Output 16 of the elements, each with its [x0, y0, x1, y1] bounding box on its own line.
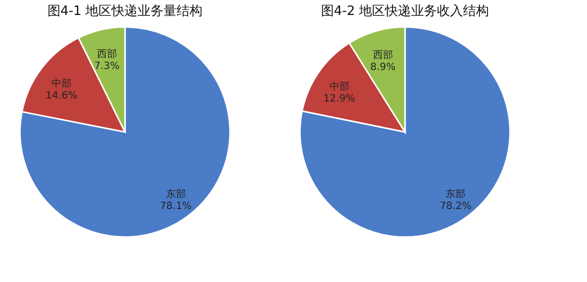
- data-label: 12.9%: [323, 93, 356, 104]
- data-label: 78.2%: [440, 200, 472, 212]
- slice-label: 西部: [96, 48, 117, 60]
- slice-label: 东部: [446, 188, 466, 200]
- slice-label: 东部: [166, 188, 186, 200]
- slice-label: 中部: [329, 80, 350, 92]
- slice-label: 中部: [51, 77, 72, 90]
- chart-title: 图4-2 地区快递业务收入结构: [320, 4, 490, 19]
- data-label: 8.9%: [370, 62, 396, 74]
- pie-slice: [19, 26, 231, 238]
- slice-label: 西部: [372, 49, 393, 62]
- pie-slice: [299, 26, 511, 238]
- chart-title: 图4-1 地区快递业务量结构: [47, 4, 203, 19]
- data-label: 14.6%: [46, 90, 78, 102]
- data-label: 7.3%: [94, 61, 120, 72]
- data-label: 78.1%: [160, 200, 192, 212]
